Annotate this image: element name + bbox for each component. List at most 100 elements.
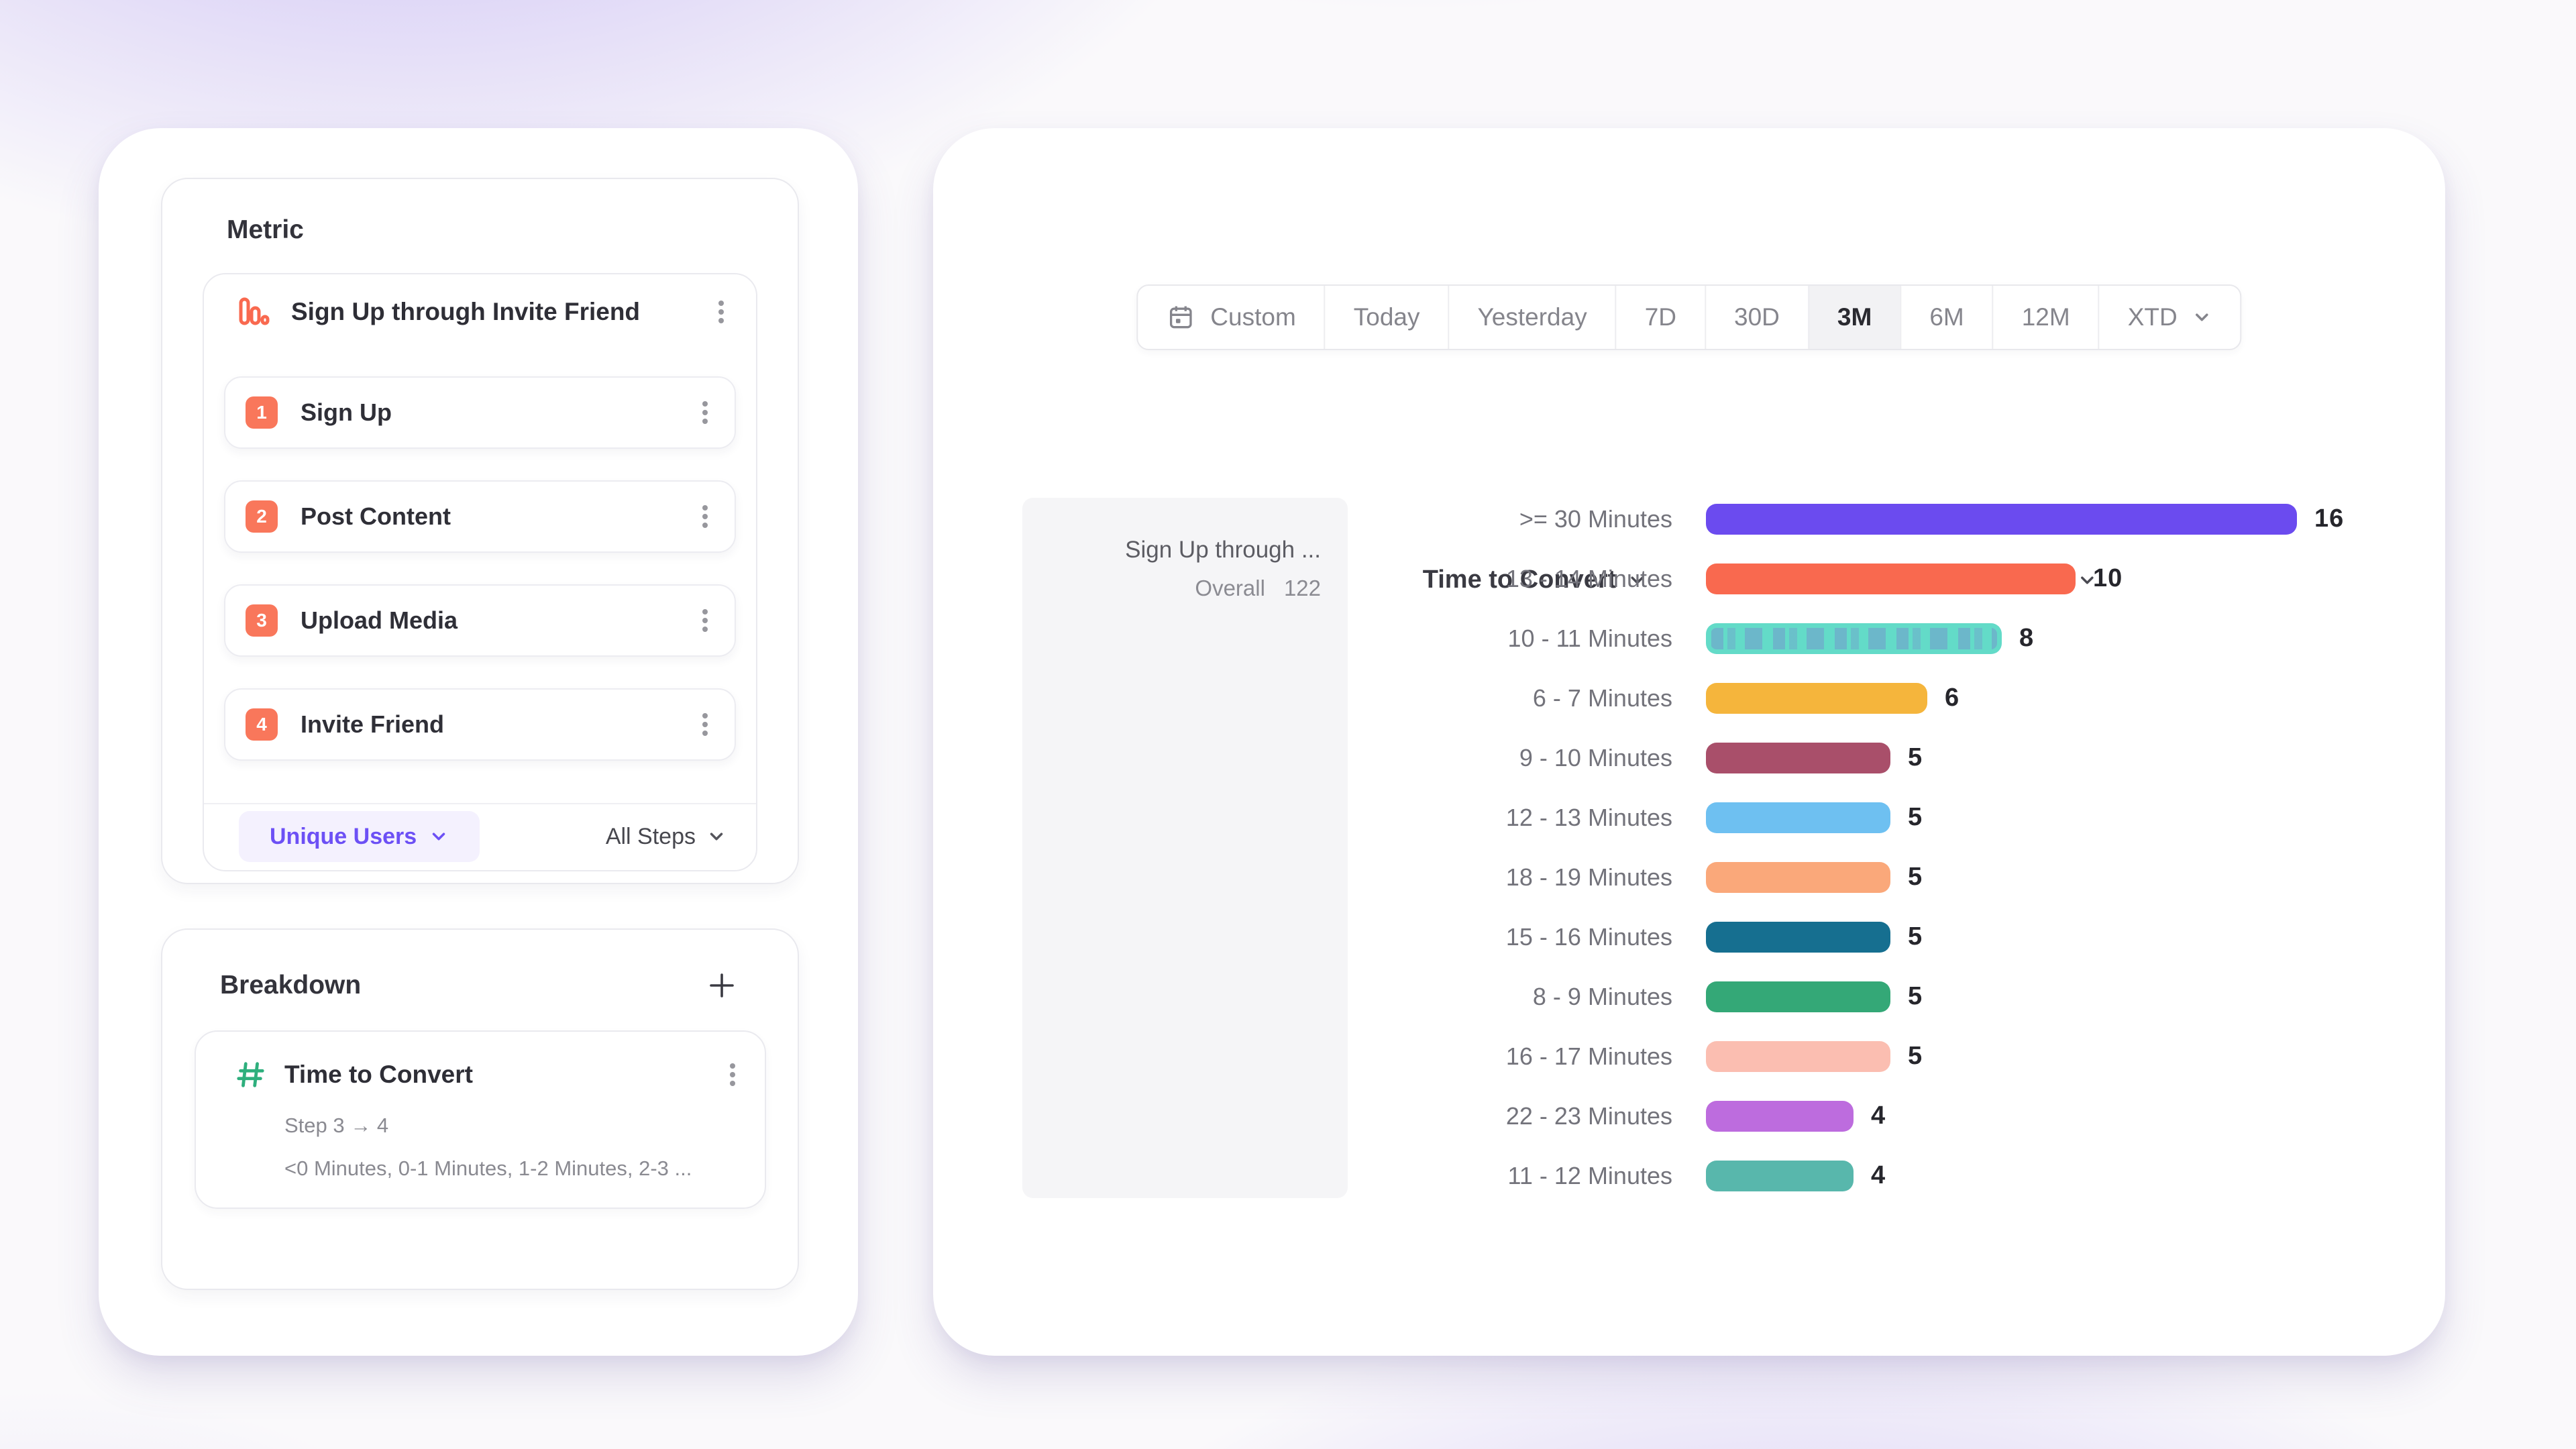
value-bar[interactable]: [1706, 623, 2002, 654]
bucket-label: 13 - 14 Minutes: [1505, 564, 1672, 592]
funnel-metric-row[interactable]: Sign Up through Invite Friend: [204, 274, 756, 350]
chevron-down-icon: [432, 833, 445, 841]
step-number-badge: 3: [246, 604, 278, 637]
bar-value: 6: [1945, 684, 1960, 712]
step-label: Post Content: [301, 502, 451, 530]
report-card: Custom Today Yesterday 7D 30D 3M: [933, 128, 2445, 1356]
steps-filter-label: All Steps: [605, 823, 696, 849]
date-range-option-label: 6M: [1929, 303, 1964, 331]
breakdown-header: Breakdown: [220, 970, 737, 1001]
query-builder-card: Metric Sign Up through Invite Friend 1 S…: [99, 128, 858, 1356]
breakdown-section: Breakdown Time to Convert Step 3 → 4 <0 …: [161, 928, 799, 1290]
table-row: 10 - 11 Minutes 8: [1391, 608, 2344, 668]
table-row: 6 - 7 Minutes 6: [1391, 668, 2344, 728]
bar-value: 5: [1908, 863, 1923, 891]
breakdown-table-rows: >= 30 Minutes 16 13 - 14 Minutes 10 10 -…: [1391, 489, 2344, 1205]
chevron-down-icon: [2081, 576, 2094, 584]
date-range-option-7d[interactable]: 7D: [1615, 286, 1705, 349]
date-range-option-label: 7D: [1644, 303, 1677, 331]
funnel-step[interactable]: 1 Sign Up: [224, 376, 736, 449]
metric-section: Metric Sign Up through Invite Friend 1 S…: [161, 178, 799, 884]
chevron-down-icon: [2196, 313, 2208, 321]
bucket-label: 11 - 12 Minutes: [1507, 1161, 1672, 1189]
bar-value: 10: [2093, 564, 2123, 592]
value-bar[interactable]: [1706, 503, 2297, 535]
bar-value: 5: [1908, 743, 1923, 771]
overall-label: Overall: [1195, 576, 1265, 600]
date-range-option-yesterday[interactable]: Yesterday: [1448, 286, 1615, 349]
bucket-label: 18 - 19 Minutes: [1505, 863, 1672, 891]
bar-value: 8: [2019, 624, 2035, 652]
value-bar[interactable]: [1706, 861, 1890, 893]
funnel-step[interactable]: 3 Upload Media: [224, 584, 736, 657]
funnel-cell-title: Sign Up through ...: [1125, 537, 1321, 563]
kebab-menu-icon[interactable]: [696, 498, 714, 535]
bar-value: 5: [1908, 982, 1923, 1010]
value-bar[interactable]: [1706, 981, 1890, 1012]
bar-value: 4: [1871, 1161, 1886, 1189]
table-row: 8 - 9 Minutes 5: [1391, 967, 2344, 1026]
hash-icon: [235, 1059, 266, 1090]
column-header-time-to-convert[interactable]: Time to Convert: [1423, 566, 1648, 594]
date-range-option-label: 3M: [1837, 303, 1872, 331]
value-bar[interactable]: [1706, 742, 1890, 773]
date-range-option-6m[interactable]: 6M: [1900, 286, 1992, 349]
bar-value: 5: [1908, 1042, 1923, 1070]
bucket-label: 9 - 10 Minutes: [1519, 743, 1672, 771]
bucket-label: 15 - 16 Minutes: [1505, 922, 1672, 951]
kebab-menu-icon[interactable]: [696, 602, 714, 639]
funnel-steps: 1 Sign Up 2 Post Content 3 Upload Media …: [224, 376, 736, 761]
chevron-down-icon: [710, 833, 723, 841]
measurement-dropdown[interactable]: Unique Users: [239, 811, 480, 862]
value-bar[interactable]: [1706, 1040, 1890, 1072]
funnel-step[interactable]: 4 Invite Friend: [224, 688, 736, 761]
funnel-bars-icon: [236, 294, 271, 329]
step-label: Sign Up: [301, 398, 392, 426]
table-row: 18 - 19 Minutes 5: [1391, 847, 2344, 907]
value-bar[interactable]: [1706, 563, 2076, 594]
date-range-option-label: Yesterday: [1477, 303, 1587, 331]
chevron-down-icon: [1631, 576, 1644, 584]
step-label: Invite Friend: [301, 710, 445, 738]
date-range-option-label: XTD: [2127, 303, 2178, 331]
breakdown-buckets-preview: <0 Minutes, 0-1 Minutes, 1-2 Minutes, 2-…: [284, 1157, 692, 1180]
kebab-menu-icon[interactable]: [696, 706, 714, 743]
date-range-option-3m[interactable]: 3M: [1807, 286, 1900, 349]
date-range-option-label: 30D: [1734, 303, 1780, 331]
bar-value: 5: [1908, 922, 1923, 951]
value-bar[interactable]: [1706, 682, 1927, 714]
add-breakdown-button[interactable]: [706, 970, 737, 1001]
table-row: 9 - 10 Minutes 5: [1391, 728, 2344, 788]
overall-value: 122: [1283, 576, 1321, 600]
date-range-option-xtd[interactable]: XTD: [2098, 286, 2241, 349]
value-bar[interactable]: [1706, 802, 1890, 833]
date-range-option-label: 12M: [2021, 303, 2070, 331]
funnel-step[interactable]: 2 Post Content: [224, 480, 736, 553]
date-range-option-today[interactable]: Today: [1324, 286, 1448, 349]
breakdown-property-card[interactable]: Time to Convert Step 3 → 4 <0 Minutes, 0…: [195, 1030, 766, 1209]
date-range-option-custom[interactable]: Custom: [1138, 286, 1324, 349]
table-row: 11 - 12 Minutes 4: [1391, 1146, 2344, 1205]
table-row: 22 - 23 Minutes 4: [1391, 1086, 2344, 1146]
breakdown-section-title: Breakdown: [220, 971, 362, 1000]
value-bar[interactable]: [1706, 1100, 1854, 1132]
value-bar[interactable]: [1706, 1160, 1854, 1191]
table-row: >= 30 Minutes 16: [1391, 489, 2344, 549]
bar-value: 4: [1871, 1102, 1886, 1130]
date-range-option-label: Custom: [1210, 303, 1296, 331]
kebab-menu-icon[interactable]: [712, 293, 731, 331]
breakdown-property-name: Time to Convert: [284, 1061, 473, 1088]
bucket-label: 6 - 7 Minutes: [1532, 684, 1672, 712]
date-range-option-label: Today: [1353, 303, 1420, 331]
date-range-option-30d[interactable]: 30D: [1705, 286, 1808, 349]
bucket-label: 12 - 13 Minutes: [1505, 803, 1672, 831]
date-range-option-12m[interactable]: 12M: [1992, 286, 2098, 349]
value-bar[interactable]: [1706, 921, 1890, 953]
calendar-icon: [1169, 306, 1192, 329]
bucket-label: 10 - 11 Minutes: [1507, 624, 1672, 652]
bucket-label: >= 30 Minutes: [1519, 504, 1672, 533]
steps-filter-dropdown[interactable]: All Steps: [606, 824, 727, 850]
kebab-menu-icon[interactable]: [696, 394, 714, 431]
table-row: 12 - 13 Minutes 5: [1391, 788, 2344, 847]
kebab-menu-icon[interactable]: [723, 1056, 742, 1093]
